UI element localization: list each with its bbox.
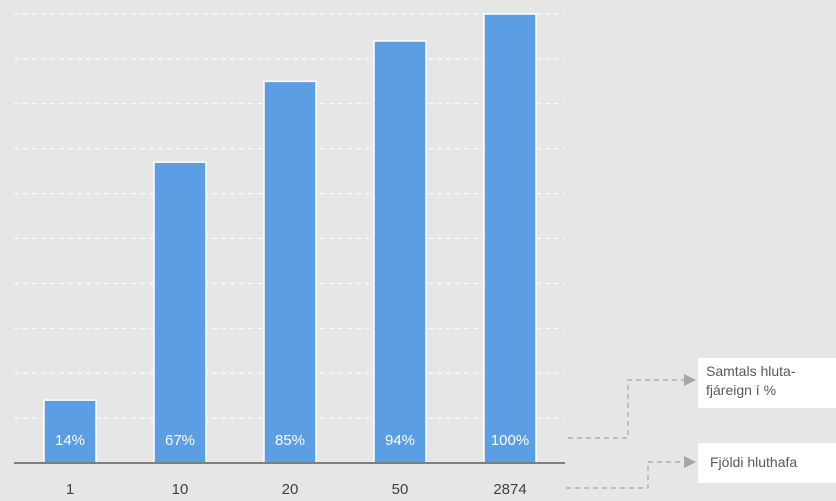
bar-10 bbox=[153, 161, 207, 464]
x-tick-label-10: 10 bbox=[172, 481, 189, 498]
bar-2874 bbox=[483, 13, 537, 464]
bars bbox=[43, 13, 537, 464]
count-connector-line bbox=[566, 461, 684, 489]
value-labels: 14% 67% 85% 94% 100% bbox=[55, 432, 529, 449]
bar-20 bbox=[263, 80, 317, 464]
percent-connector-line bbox=[568, 379, 684, 439]
x-tick-labels: 1 10 20 50 2874 bbox=[66, 481, 527, 498]
value-label-20: 85% bbox=[275, 432, 305, 449]
percent-annotation-box: Samtals hluta- fjáreign í % bbox=[698, 358, 836, 408]
x-tick-label-2874: 2874 bbox=[493, 481, 526, 498]
x-tick-label-1: 1 bbox=[66, 481, 74, 498]
value-label-50: 94% bbox=[385, 432, 415, 449]
gridlines bbox=[14, 13, 565, 419]
x-tick-label-20: 20 bbox=[282, 481, 299, 498]
count-annotation-box: Fjöldi hluthafa bbox=[698, 443, 836, 483]
value-label-1: 14% bbox=[55, 432, 85, 449]
percent-annotation-line1: Samtals hluta- bbox=[706, 363, 796, 379]
x-tick-label-50: 50 bbox=[392, 481, 409, 498]
bar-1 bbox=[43, 399, 97, 464]
percent-connector-arrow bbox=[684, 374, 696, 386]
value-label-10: 67% bbox=[165, 432, 195, 449]
bar-50 bbox=[373, 40, 427, 464]
value-label-2874: 100% bbox=[491, 432, 529, 449]
count-connector-arrow bbox=[684, 456, 696, 468]
count-annotation-label: Fjöldi hluthafa bbox=[710, 454, 798, 470]
percent-annotation-line2: fjáreign í % bbox=[706, 382, 777, 398]
